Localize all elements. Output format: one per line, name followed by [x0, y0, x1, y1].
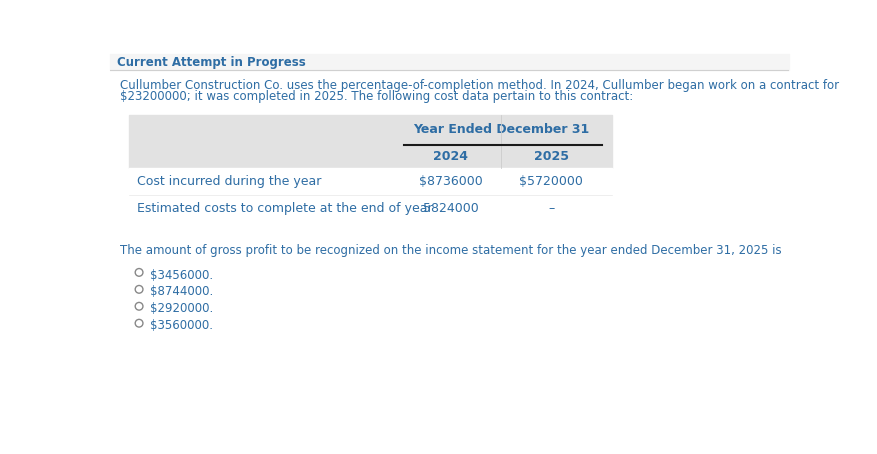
Text: The amount of gross profit to be recognized on the income statement for the year: The amount of gross profit to be recogni… — [120, 244, 782, 257]
Text: $8744000.: $8744000. — [150, 286, 213, 298]
Bar — [129, 114, 612, 168]
Text: Estimated costs to complete at the end of year: Estimated costs to complete at the end o… — [137, 202, 432, 215]
Text: 2025: 2025 — [534, 150, 569, 163]
Text: $8736000: $8736000 — [418, 175, 482, 188]
Text: 5824000: 5824000 — [423, 202, 479, 215]
Text: Year Ended December 31: Year Ended December 31 — [413, 123, 589, 137]
Text: $2920000.: $2920000. — [150, 302, 213, 316]
Text: Cost incurred during the year: Cost incurred during the year — [137, 175, 321, 188]
Text: $5720000: $5720000 — [519, 175, 583, 188]
Text: $23200000; it was completed in 2025. The following cost data pertain to this con: $23200000; it was completed in 2025. The… — [120, 90, 634, 103]
Bar — [110, 54, 789, 70]
Text: –: – — [548, 202, 554, 215]
Text: $3560000.: $3560000. — [150, 319, 213, 332]
Text: 2024: 2024 — [433, 150, 468, 163]
Text: Cullumber Construction Co. uses the percentage-of-completion method. In 2024, Cu: Cullumber Construction Co. uses the perc… — [120, 79, 839, 92]
Text: $3456000.: $3456000. — [150, 268, 213, 281]
Text: Current Attempt in Progress: Current Attempt in Progress — [118, 56, 306, 69]
Bar — [129, 168, 612, 222]
